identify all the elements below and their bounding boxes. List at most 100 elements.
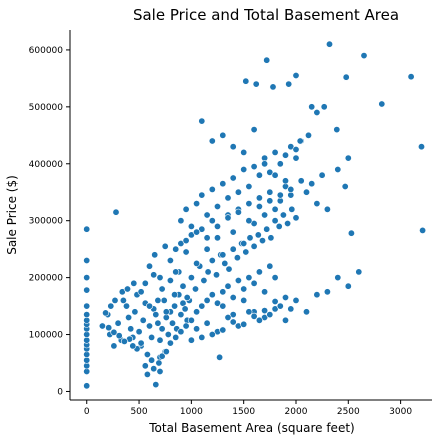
data-point [83, 302, 91, 310]
data-point [83, 311, 91, 319]
data-point [187, 316, 195, 324]
data-point [193, 308, 201, 316]
data-point [288, 205, 296, 213]
y-tick-label: 600000 [29, 46, 64, 56]
data-point [279, 211, 287, 219]
data-point [267, 234, 275, 242]
data-point [187, 222, 195, 230]
data-point [203, 319, 211, 327]
data-point [250, 126, 258, 134]
data-point [292, 154, 300, 162]
data-point [192, 285, 200, 293]
data-point [297, 177, 305, 185]
data-point [219, 180, 227, 188]
data-point [154, 296, 162, 304]
data-point [292, 296, 300, 304]
data-point [229, 311, 237, 319]
data-point [208, 330, 216, 338]
data-point [281, 151, 289, 159]
data-point [83, 382, 91, 390]
data-point [208, 217, 216, 225]
data-point [276, 191, 284, 199]
data-point [417, 143, 425, 151]
data-point [229, 228, 237, 236]
data-point [318, 171, 326, 179]
data-point [107, 302, 115, 310]
data-point [182, 322, 190, 330]
data-point [281, 293, 289, 301]
y-tick-label: 500000 [29, 103, 64, 113]
data-point [281, 316, 289, 324]
data-point [155, 359, 163, 367]
data-point [143, 350, 151, 358]
data-point [242, 77, 250, 85]
data-point [271, 205, 279, 213]
data-point [266, 168, 274, 176]
data-point [292, 72, 300, 80]
data-point [266, 311, 274, 319]
data-point [323, 288, 331, 296]
data-points [83, 40, 427, 390]
axis-ticks: 0 500 1000 1500 2000 2500 3000 0 100000 200000 300… [29, 46, 413, 417]
data-point [245, 217, 253, 225]
data-point [171, 291, 179, 299]
data-point [151, 251, 159, 259]
data-point [285, 80, 293, 88]
data-point [137, 339, 145, 347]
data-point [130, 279, 138, 287]
data-point [271, 274, 279, 282]
data-point [245, 274, 253, 282]
data-point [177, 311, 185, 319]
data-point [302, 308, 310, 316]
data-point [193, 259, 201, 267]
data-point [110, 328, 118, 336]
data-point [137, 288, 145, 296]
data-point [229, 293, 237, 301]
y-tick-label: 0 [57, 387, 63, 397]
data-point [224, 313, 232, 321]
data-point [83, 274, 91, 282]
data-point [263, 225, 271, 233]
data-point [252, 80, 260, 88]
data-point [198, 191, 206, 199]
data-point [275, 222, 283, 230]
data-point [183, 293, 191, 301]
data-point [334, 166, 342, 174]
data-point [276, 302, 284, 310]
data-point [347, 229, 355, 237]
data-point [141, 279, 149, 287]
data-point [114, 319, 122, 327]
data-point [193, 228, 201, 236]
data-point [203, 211, 211, 219]
x-tick-label: 2000 [285, 407, 308, 417]
data-point [261, 288, 269, 296]
data-point [219, 288, 227, 296]
data-point [131, 308, 139, 316]
data-point [112, 208, 120, 216]
data-point [214, 203, 222, 211]
data-point [240, 148, 248, 156]
data-point [216, 353, 224, 361]
data-point [234, 276, 242, 284]
data-point [156, 367, 164, 375]
data-point [119, 296, 127, 304]
data-point [198, 333, 206, 341]
data-point [344, 154, 352, 162]
data-point [284, 220, 292, 228]
data-point [261, 211, 269, 219]
data-point [203, 296, 211, 304]
data-point [313, 109, 321, 117]
data-point [342, 73, 350, 81]
x-tick-label: 500 [130, 407, 147, 417]
data-point [250, 163, 258, 171]
data-point [98, 322, 106, 330]
y-tick-label: 400000 [29, 160, 64, 170]
data-point [152, 311, 160, 319]
data-point [271, 217, 279, 225]
data-point [181, 305, 189, 313]
data-point [263, 56, 271, 64]
data-point [164, 330, 172, 338]
data-point [229, 318, 237, 326]
data-point [120, 337, 128, 345]
